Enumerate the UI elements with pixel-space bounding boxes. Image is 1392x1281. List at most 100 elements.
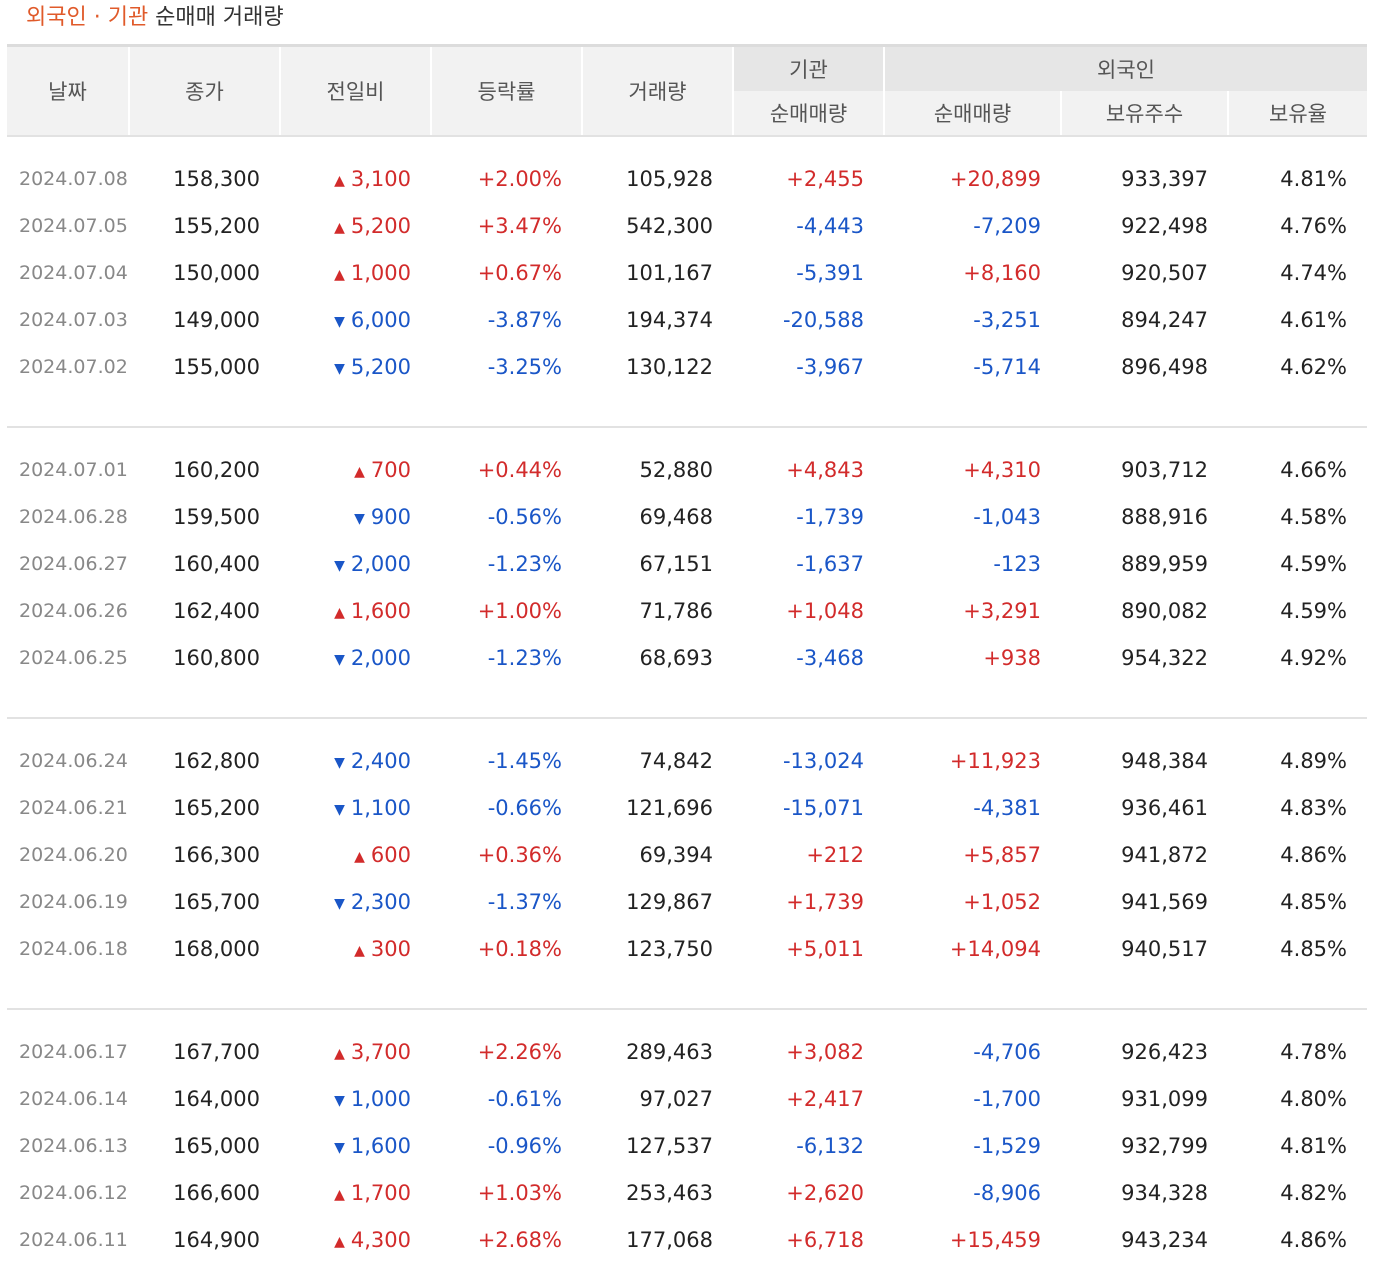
ratio-cell: 4.83% <box>1280 795 1347 820</box>
inst-net-cell: -3,468 <box>796 645 864 670</box>
holdings-cell: 888,916 <box>1121 504 1208 529</box>
volume-cell: 101,167 <box>626 260 713 285</box>
header-close: 종가 <box>128 44 280 137</box>
rate-cell: -1.23% <box>487 551 562 576</box>
date-cell: 2024.07.01 <box>19 458 128 481</box>
foreign-net-cell: -7,209 <box>973 213 1041 238</box>
table-row: 2024.07.02 155,000 ▼ 5,200 -3.25% 130,122 -3,9… <box>7 343 1367 390</box>
triangle-up-icon: ▲ <box>334 219 345 236</box>
close-cell: 164,900 <box>173 1227 260 1252</box>
close-cell: 165,200 <box>173 795 260 820</box>
ratio-cell: 4.86% <box>1280 1227 1347 1252</box>
holdings-cell: 889,959 <box>1121 551 1208 576</box>
ratio-cell: 4.92% <box>1280 645 1347 670</box>
ratio-cell: 4.89% <box>1280 748 1347 773</box>
rate-cell: -1.37% <box>487 889 562 914</box>
date-cell: 2024.06.11 <box>19 1228 128 1251</box>
change-cell: ▼ 1,000 <box>280 1075 431 1122</box>
ratio-cell: 4.82% <box>1280 1180 1347 1205</box>
inst-net-cell: +3,082 <box>786 1039 864 1064</box>
change-value: 600 <box>370 842 411 867</box>
change-cell: ▲ 3,700 <box>280 1028 431 1075</box>
ratio-cell: 4.80% <box>1280 1086 1347 1111</box>
table-row: 2024.06.18 168,000 ▲ 300 +0.18% 123,750 +5,011… <box>7 925 1367 972</box>
change-cell: ▲ 300 <box>280 925 431 972</box>
volume-cell: 123,750 <box>626 936 713 961</box>
date-cell: 2024.06.26 <box>19 599 128 622</box>
close-cell: 160,400 <box>173 551 260 576</box>
holdings-cell: 922,498 <box>1121 213 1208 238</box>
triangle-down-icon: ▼ <box>334 360 345 377</box>
change-cell: ▼ 6,000 <box>280 296 431 343</box>
triangle-down-icon: ▼ <box>334 895 345 912</box>
volume-cell: 253,463 <box>626 1180 713 1205</box>
triangle-up-icon: ▲ <box>334 604 345 621</box>
change-value: 700 <box>370 457 411 482</box>
rate-cell: +0.44% <box>477 457 562 482</box>
foreign-net-cell: +4,310 <box>963 457 1041 482</box>
change-cell: ▲ 4,300 <box>280 1216 431 1263</box>
close-cell: 166,300 <box>173 842 260 867</box>
table-row: 2024.07.01 160,200 ▲ 700 +0.44% 52,880 +4,843 +… <box>7 446 1367 493</box>
ratio-cell: 4.81% <box>1280 1133 1347 1158</box>
rate-cell: -1.23% <box>487 645 562 670</box>
table-row: 2024.07.08 158,300 ▲ 3,100 +2.00% 105,928 +2,4… <box>7 155 1367 202</box>
foreign-net-cell: -3,251 <box>973 307 1041 332</box>
inst-net-cell: +4,843 <box>786 457 864 482</box>
close-cell: 160,800 <box>173 645 260 670</box>
date-cell: 2024.06.24 <box>19 749 128 772</box>
header-foreign-net: 순매매량 <box>883 91 1061 137</box>
close-cell: 165,700 <box>173 889 260 914</box>
inst-net-cell: -4,443 <box>796 213 864 238</box>
change-cell: ▲ 700 <box>280 446 431 493</box>
section-title-rest: 순매매 거래량 <box>148 5 284 30</box>
holdings-cell: 943,234 <box>1121 1227 1208 1252</box>
foreign-net-cell: +14,094 <box>949 936 1041 961</box>
date-cell: 2024.06.13 <box>19 1134 128 1157</box>
triangle-down-icon: ▼ <box>334 1092 345 1109</box>
table-row: 2024.06.21 165,200 ▼ 1,100 -0.66% 121,696 -15,… <box>7 784 1367 831</box>
change-value: 2,400 <box>350 748 411 773</box>
rate-cell: -0.56% <box>487 504 562 529</box>
rate-cell: +0.36% <box>477 842 562 867</box>
ratio-cell: 4.58% <box>1280 504 1347 529</box>
close-cell: 155,000 <box>173 354 260 379</box>
volume-cell: 52,880 <box>639 457 713 482</box>
header-inst-net: 순매매량 <box>732 91 884 137</box>
triangle-up-icon: ▲ <box>354 942 365 959</box>
change-value: 6,000 <box>350 307 411 332</box>
change-cell: ▼ 2,400 <box>280 737 431 784</box>
volume-cell: 194,374 <box>626 307 713 332</box>
volume-cell: 105,928 <box>626 166 713 191</box>
triangle-down-icon: ▼ <box>334 754 345 771</box>
ratio-cell: 4.81% <box>1280 166 1347 191</box>
change-cell: ▼ 2,000 <box>280 540 431 587</box>
triangle-down-icon: ▼ <box>354 510 365 527</box>
rate-cell: -0.61% <box>487 1086 562 1111</box>
change-value: 900 <box>370 504 411 529</box>
inst-net-cell: -3,967 <box>796 354 864 379</box>
table-row: 2024.06.11 164,900 ▲ 4,300 +2.68% 177,068 +6,7… <box>7 1216 1367 1263</box>
table-row: 2024.06.17 167,700 ▲ 3,700 +2.26% 289,463 +3,0… <box>7 1028 1367 1075</box>
change-value: 2,300 <box>350 889 411 914</box>
volume-cell: 69,394 <box>639 842 713 867</box>
volume-cell: 74,842 <box>639 748 713 773</box>
change-cell: ▲ 3,100 <box>280 155 431 202</box>
table-row: 2024.06.24 162,800 ▼ 2,400 -1.45% 74,842 -13,0… <box>7 737 1367 784</box>
volume-cell: 67,151 <box>639 551 713 576</box>
date-cell: 2024.06.12 <box>19 1181 128 1204</box>
inst-net-cell: +6,718 <box>786 1227 864 1252</box>
rate-cell: -1.45% <box>487 748 562 773</box>
change-value: 2,000 <box>350 551 411 576</box>
volume-cell: 71,786 <box>639 598 713 623</box>
holdings-cell: 941,872 <box>1121 842 1208 867</box>
date-cell: 2024.06.27 <box>19 552 128 575</box>
change-cell: ▲ 5,200 <box>280 202 431 249</box>
rate-cell: -0.96% <box>487 1133 562 1158</box>
header-volume: 거래량 <box>581 44 733 137</box>
section-title: 외국인 · 기관 순매매 거래량 <box>26 3 284 33</box>
ratio-cell: 4.76% <box>1280 213 1347 238</box>
rate-cell: +2.68% <box>477 1227 562 1252</box>
ratio-cell: 4.74% <box>1280 260 1347 285</box>
close-cell: 162,400 <box>173 598 260 623</box>
